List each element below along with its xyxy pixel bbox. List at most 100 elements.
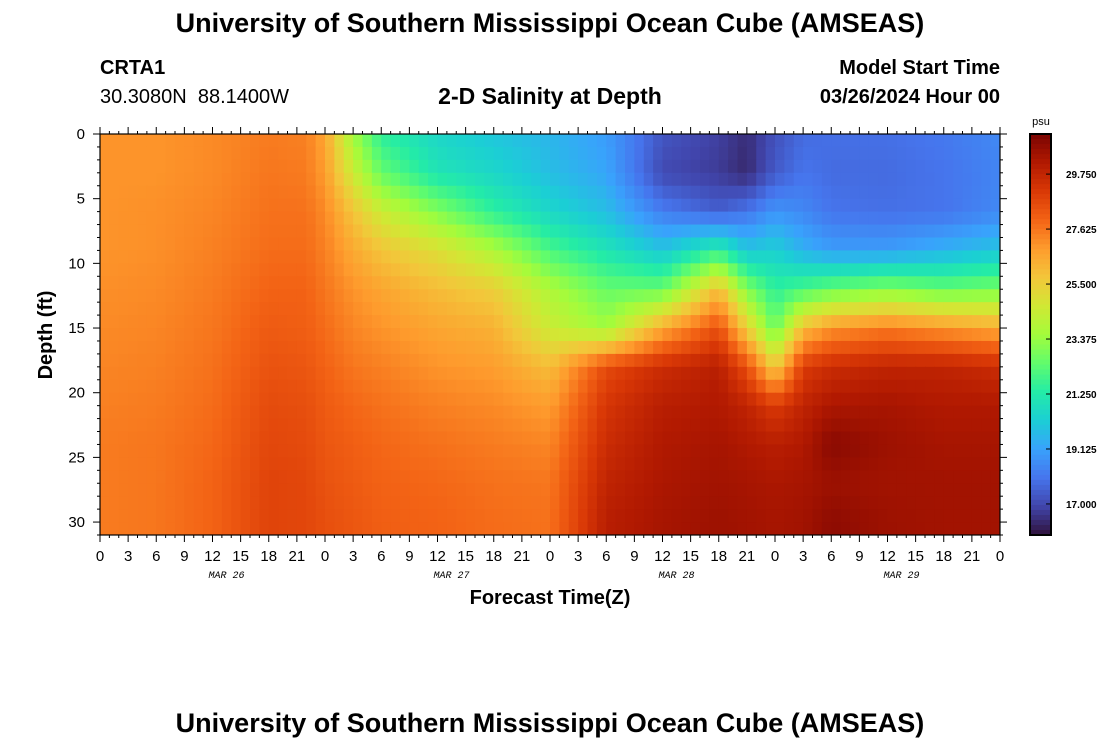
heatmap-cell xyxy=(653,392,664,407)
heatmap-cell xyxy=(971,302,982,316)
heatmap-cell xyxy=(765,172,776,187)
heatmap-cell xyxy=(418,392,429,407)
heatmap-cell xyxy=(362,328,373,342)
heatmap-cell xyxy=(550,366,560,381)
heatmap-cell xyxy=(981,431,992,446)
heatmap-cell xyxy=(559,405,570,420)
heatmap-cell xyxy=(962,379,973,394)
heatmap-cell xyxy=(643,237,654,252)
heatmap-cell xyxy=(418,276,429,290)
heatmap-cell xyxy=(746,405,757,420)
heatmap-cell xyxy=(400,211,410,226)
heatmap-cell xyxy=(521,146,532,161)
heatmap-cell xyxy=(165,237,176,252)
heatmap-cell xyxy=(653,496,664,510)
heatmap-cell xyxy=(887,457,898,471)
heatmap-cell xyxy=(728,392,739,407)
heatmap-cell xyxy=(521,509,532,523)
heatmap-cell xyxy=(259,470,270,484)
heatmap-cell xyxy=(596,263,607,277)
heatmap-cell xyxy=(821,315,832,329)
heatmap-cell xyxy=(146,289,157,303)
heatmap-cell xyxy=(437,276,448,290)
heatmap-cell xyxy=(278,211,289,226)
heatmap-cell xyxy=(943,353,954,368)
heatmap-cell xyxy=(334,340,345,355)
heatmap-cell xyxy=(634,405,645,420)
heatmap-cell xyxy=(793,224,804,239)
heatmap-cell xyxy=(315,340,326,355)
heatmap-cell xyxy=(362,470,373,484)
heatmap-cell xyxy=(428,418,439,433)
heatmap-cell xyxy=(240,366,251,381)
heatmap-cell xyxy=(812,263,823,277)
heatmap-cell xyxy=(456,418,467,433)
heatmap-cell xyxy=(850,392,860,407)
heatmap-cell xyxy=(212,250,223,264)
heatmap-cell xyxy=(165,496,176,510)
heatmap-cell xyxy=(456,250,467,264)
heatmap-cell xyxy=(690,457,701,471)
heatmap-cell xyxy=(465,198,476,213)
heatmap-cell xyxy=(203,159,214,174)
heatmap-cell xyxy=(737,366,748,381)
heatmap-cell xyxy=(906,224,917,239)
heatmap-cell xyxy=(662,134,673,148)
heatmap-cell xyxy=(887,405,898,420)
heatmap-cell xyxy=(353,263,364,277)
heatmap-cell xyxy=(906,263,917,277)
heatmap-cell xyxy=(221,392,232,407)
heatmap-cell xyxy=(850,366,860,381)
heatmap-cell xyxy=(737,185,748,200)
heatmap-cell xyxy=(118,134,129,148)
heatmap-cell xyxy=(409,457,420,471)
heatmap-cell xyxy=(868,237,879,252)
heatmap-cell xyxy=(662,302,673,316)
heatmap-cell xyxy=(625,392,635,407)
heatmap-cell xyxy=(437,470,448,484)
heatmap-cell xyxy=(437,483,448,497)
colorbar-tick-label: 29.750 xyxy=(1066,170,1097,181)
heatmap-cell xyxy=(643,172,654,187)
heatmap-cell xyxy=(887,470,898,484)
heatmap-cell xyxy=(118,509,129,523)
heatmap-cell xyxy=(540,418,551,433)
heatmap-cell xyxy=(559,159,570,174)
heatmap-cell xyxy=(484,470,495,484)
heatmap-cell xyxy=(896,185,907,200)
heatmap-cell xyxy=(465,263,476,277)
heatmap-cell xyxy=(821,159,832,174)
heatmap-cell xyxy=(446,470,457,484)
heatmap-cell xyxy=(296,470,307,484)
heatmap-cell xyxy=(409,418,420,433)
heatmap-cell xyxy=(390,276,401,290)
heatmap-cell xyxy=(953,172,964,187)
heatmap-cell xyxy=(184,340,195,355)
heatmap-cell xyxy=(981,353,992,368)
heatmap-cell xyxy=(643,211,654,226)
heatmap-cell xyxy=(728,134,739,148)
colorbar-segment xyxy=(1030,444,1051,451)
heatmap-cell xyxy=(325,509,335,523)
heatmap-cell xyxy=(475,457,485,471)
heatmap-cell xyxy=(118,159,129,174)
colorbar-segment xyxy=(1030,329,1051,336)
heatmap-cell xyxy=(568,289,579,303)
heatmap-cell xyxy=(231,392,242,407)
heatmap-cell xyxy=(268,237,279,252)
heatmap-cell xyxy=(165,146,176,161)
heatmap-cell xyxy=(662,198,673,213)
heatmap-cell xyxy=(915,496,926,510)
heatmap-cell xyxy=(784,276,795,290)
heatmap-cell xyxy=(915,289,926,303)
heatmap-cell xyxy=(100,302,110,316)
heatmap-cell xyxy=(550,263,560,277)
heatmap-cell xyxy=(681,263,692,277)
heatmap-cell xyxy=(493,509,504,523)
heatmap-cell xyxy=(475,224,485,239)
heatmap-cell xyxy=(625,146,635,161)
heatmap-cell xyxy=(840,496,851,510)
heatmap-cell xyxy=(493,276,504,290)
heatmap-cell xyxy=(521,353,532,368)
heatmap-cell xyxy=(859,405,870,420)
